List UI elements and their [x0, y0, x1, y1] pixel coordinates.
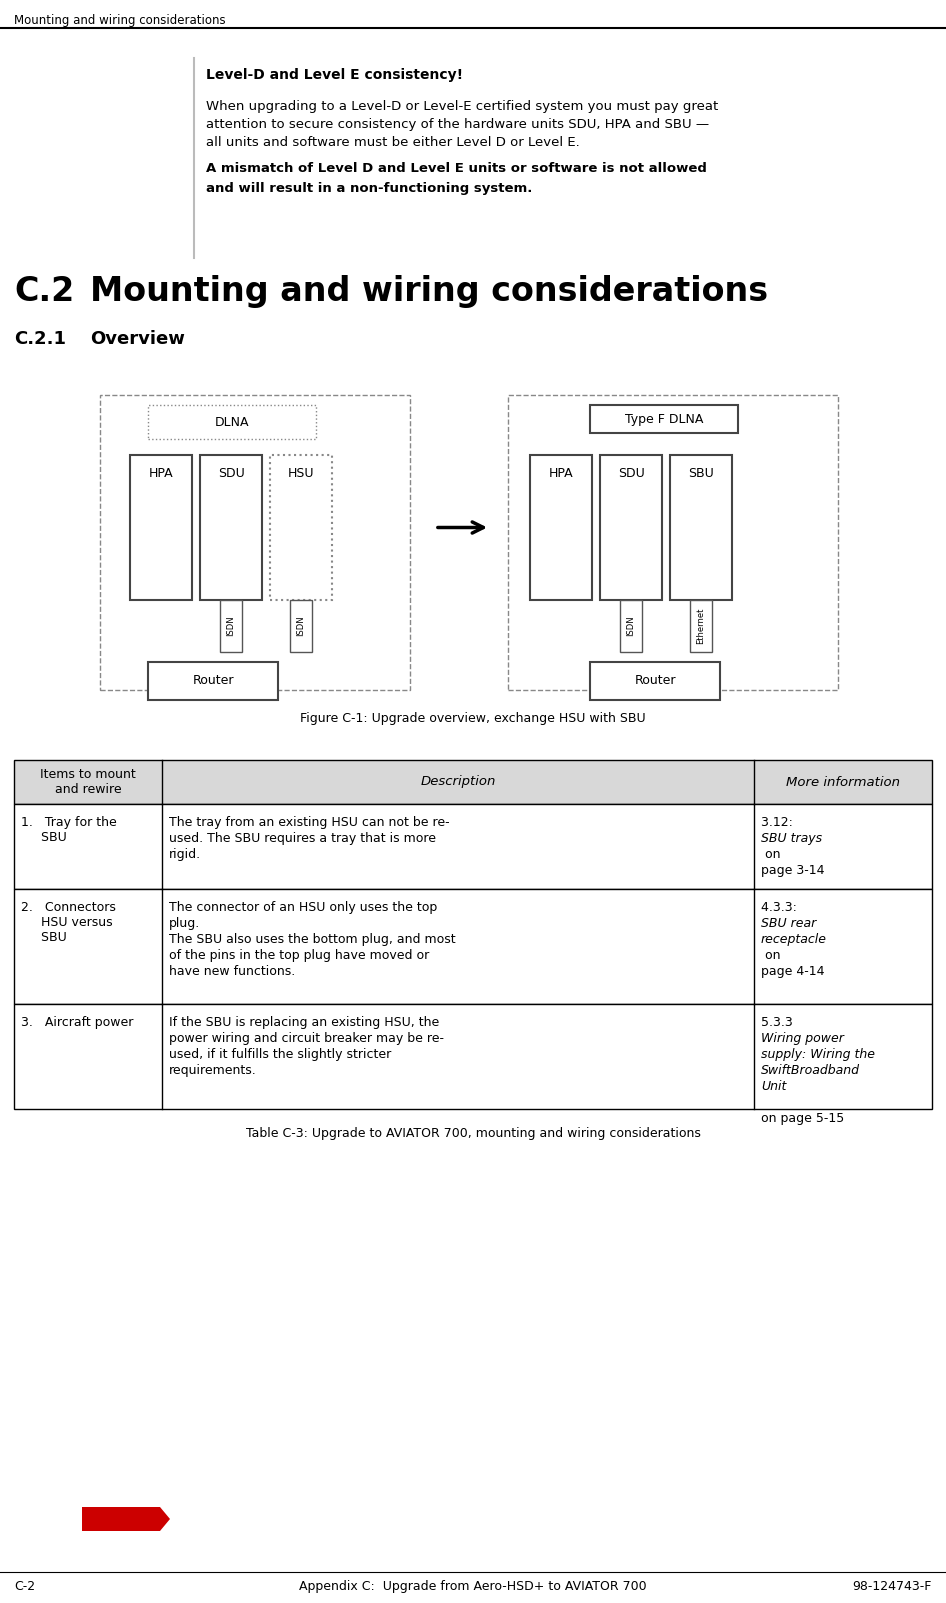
FancyBboxPatch shape	[14, 890, 932, 1003]
Text: Figure C-1: Upgrade overview, exchange HSU with SBU: Figure C-1: Upgrade overview, exchange H…	[300, 712, 646, 725]
Text: Type F DLNA: Type F DLNA	[624, 412, 703, 425]
Text: requirements.: requirements.	[169, 1064, 256, 1077]
Text: Router: Router	[634, 675, 675, 688]
Text: SwiftBroadband: SwiftBroadband	[761, 1064, 860, 1077]
FancyBboxPatch shape	[600, 455, 662, 600]
FancyBboxPatch shape	[14, 805, 932, 890]
Text: used, if it fulfills the slightly stricter: used, if it fulfills the slightly strict…	[169, 1048, 392, 1061]
Text: and will result in a non-functioning system.: and will result in a non-functioning sys…	[206, 183, 533, 196]
Text: C.2.1: C.2.1	[14, 330, 66, 348]
Text: The connector of an HSU only uses the top: The connector of an HSU only uses the to…	[169, 901, 437, 914]
Text: More information: More information	[786, 776, 900, 789]
Text: A mismatch of Level D and Level E units or software is not allowed: A mismatch of Level D and Level E units …	[206, 162, 707, 175]
Text: The tray from an existing HSU can not be re-: The tray from an existing HSU can not be…	[169, 816, 449, 829]
Text: on: on	[761, 848, 780, 861]
Text: Mounting and wiring considerations: Mounting and wiring considerations	[14, 14, 226, 27]
Text: Unit: Unit	[761, 1080, 786, 1093]
Text: 5.3.3: 5.3.3	[761, 1016, 797, 1029]
Text: C-2: C-2	[14, 1581, 35, 1593]
Polygon shape	[82, 1507, 170, 1531]
Text: Items to mount
and rewire: Items to mount and rewire	[40, 768, 136, 797]
Text: 3.   Aircraft power: 3. Aircraft power	[21, 1016, 133, 1029]
Text: Ethernet: Ethernet	[696, 608, 706, 644]
Text: Mounting and wiring considerations: Mounting and wiring considerations	[90, 276, 768, 308]
Text: Table C-3: Upgrade to AVIATOR 700, mounting and wiring considerations: Table C-3: Upgrade to AVIATOR 700, mount…	[246, 1127, 700, 1140]
Text: power wiring and circuit breaker may be re-: power wiring and circuit breaker may be …	[169, 1032, 444, 1045]
Text: ISDN: ISDN	[296, 616, 306, 636]
FancyBboxPatch shape	[270, 455, 332, 600]
Text: HPA: HPA	[549, 466, 573, 479]
FancyBboxPatch shape	[200, 455, 262, 600]
Text: DLNA: DLNA	[215, 415, 249, 428]
Text: 4.3.3:: 4.3.3:	[761, 901, 801, 914]
Text: rigid.: rigid.	[169, 848, 201, 861]
Text: Important: Important	[93, 79, 155, 90]
Text: SDU: SDU	[618, 466, 644, 479]
FancyBboxPatch shape	[130, 455, 192, 600]
FancyBboxPatch shape	[670, 455, 732, 600]
Text: attention to secure consistency of the hardware units SDU, HPA and SBU —: attention to secure consistency of the h…	[206, 119, 710, 131]
FancyBboxPatch shape	[590, 662, 720, 701]
Text: 2.   Connectors
     HSU versus
     SBU: 2. Connectors HSU versus SBU	[21, 901, 115, 944]
FancyBboxPatch shape	[14, 760, 932, 805]
Text: on page 5-15: on page 5-15	[761, 1112, 844, 1125]
Text: Wiring power: Wiring power	[761, 1032, 844, 1045]
Text: SBU rear: SBU rear	[761, 917, 816, 930]
Text: SDU: SDU	[218, 466, 244, 479]
FancyBboxPatch shape	[620, 600, 642, 652]
Text: ISDN: ISDN	[226, 616, 236, 636]
FancyBboxPatch shape	[148, 662, 278, 701]
Text: HPA: HPA	[149, 466, 173, 479]
Text: on: on	[761, 949, 780, 962]
Text: used. The SBU requires a tray that is more: used. The SBU requires a tray that is mo…	[169, 832, 436, 845]
Text: If the SBU is replacing an existing HSU, the: If the SBU is replacing an existing HSU,…	[169, 1016, 439, 1029]
Text: 3.12:: 3.12:	[761, 816, 797, 829]
Text: Appendix C:  Upgrade from Aero-HSD+ to AVIATOR 700: Appendix C: Upgrade from Aero-HSD+ to AV…	[299, 1581, 647, 1593]
Text: have new functions.: have new functions.	[169, 965, 295, 978]
Text: ISDN: ISDN	[626, 616, 636, 636]
Text: Level-D and Level E consistency!: Level-D and Level E consistency!	[206, 67, 464, 82]
FancyBboxPatch shape	[530, 455, 592, 600]
Text: page 4-14: page 4-14	[761, 965, 825, 978]
FancyBboxPatch shape	[690, 600, 712, 652]
FancyBboxPatch shape	[14, 1003, 932, 1109]
Text: Description: Description	[420, 776, 496, 789]
Text: HSU: HSU	[288, 466, 314, 479]
Text: plug.: plug.	[169, 917, 201, 930]
Text: Overview: Overview	[90, 330, 184, 348]
Text: SBU trays: SBU trays	[761, 832, 822, 845]
Text: SBU: SBU	[688, 466, 714, 479]
FancyBboxPatch shape	[220, 600, 242, 652]
Text: 1.   Tray for the
     SBU: 1. Tray for the SBU	[21, 816, 116, 845]
Text: of the pins in the top plug have moved or: of the pins in the top plug have moved o…	[169, 949, 429, 962]
Text: C.2: C.2	[14, 276, 74, 308]
Text: supply: Wiring the: supply: Wiring the	[761, 1048, 875, 1061]
Text: Router: Router	[192, 675, 234, 688]
Text: When upgrading to a Level-D or Level-E certified system you must pay great: When upgrading to a Level-D or Level-E c…	[206, 99, 718, 112]
FancyBboxPatch shape	[590, 406, 738, 433]
Text: all units and software must be either Level D or Level E.: all units and software must be either Le…	[206, 136, 580, 149]
Text: page 3-14: page 3-14	[761, 864, 825, 877]
Text: The SBU also uses the bottom plug, and most: The SBU also uses the bottom plug, and m…	[169, 933, 456, 946]
Text: receptacle: receptacle	[761, 933, 827, 946]
FancyBboxPatch shape	[290, 600, 312, 652]
Text: 98-124743-F: 98-124743-F	[852, 1581, 932, 1593]
